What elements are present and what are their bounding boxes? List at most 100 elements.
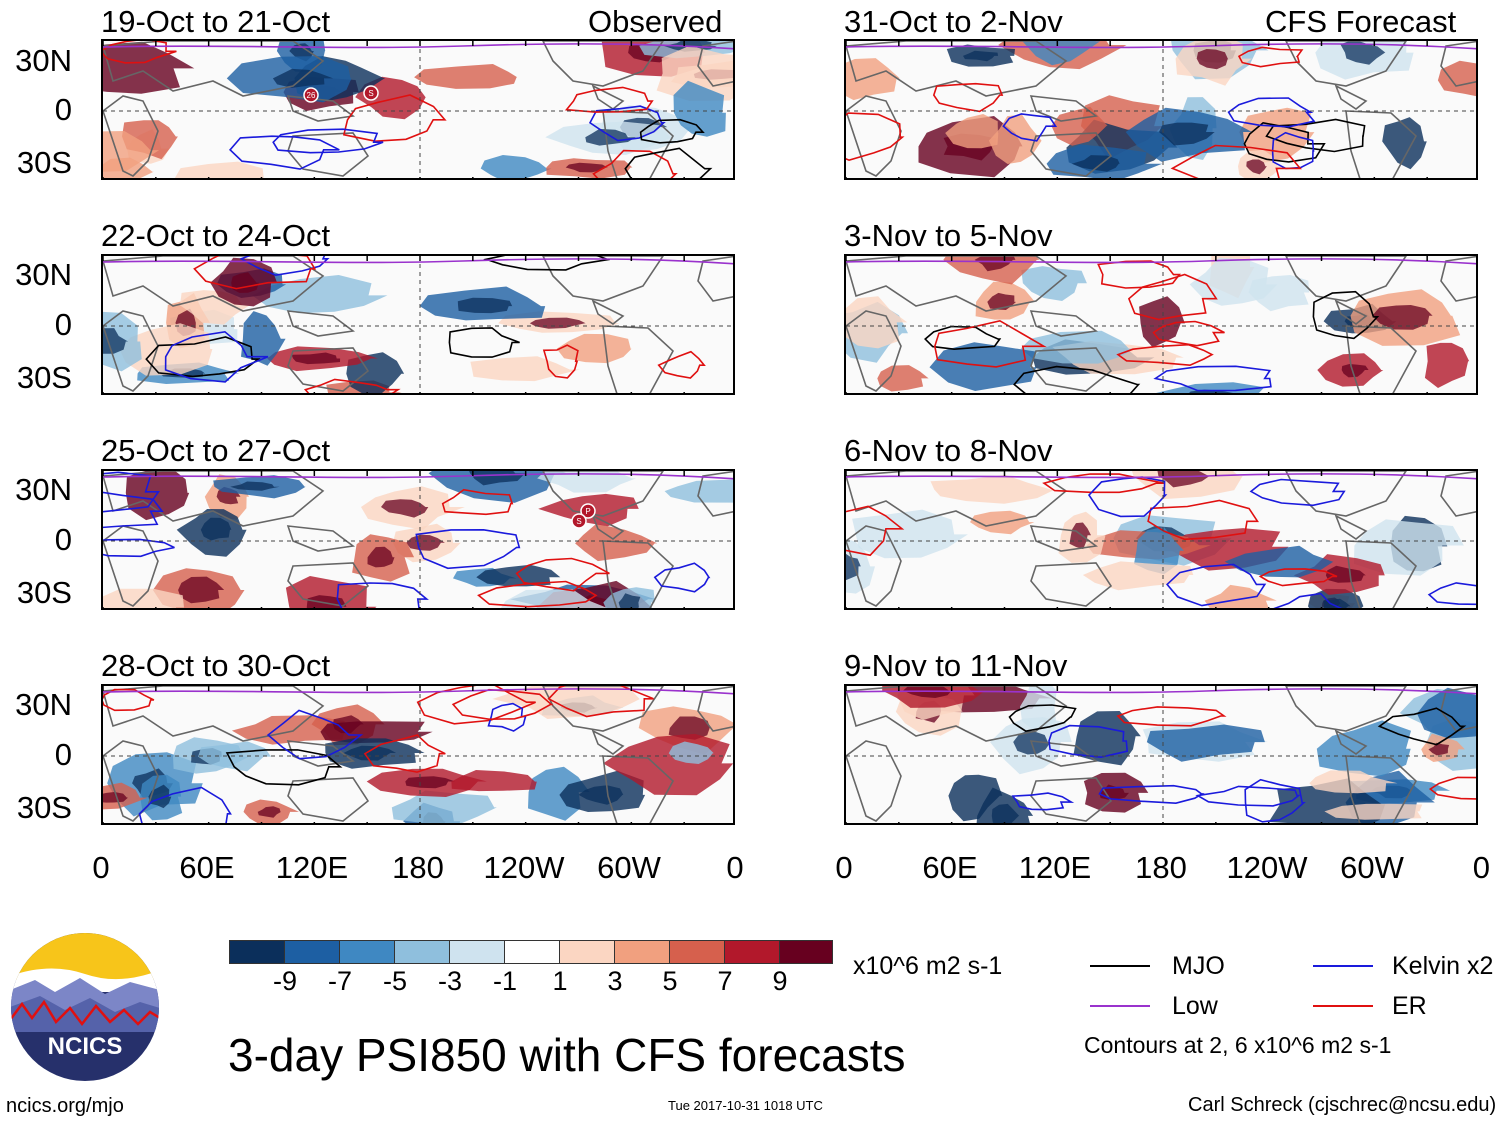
coastline bbox=[1029, 310, 1099, 337]
contour-line bbox=[1147, 499, 1259, 541]
contour-line bbox=[103, 688, 155, 712]
contour-line bbox=[342, 94, 447, 143]
coastline bbox=[287, 347, 370, 392]
timestamp: Tue 2017-10-31 1018 UTC bbox=[668, 1098, 823, 1113]
map-panel: 26 S bbox=[101, 39, 735, 180]
anomaly-shading bbox=[988, 114, 1042, 164]
coastline bbox=[286, 310, 356, 337]
website-link[interactable]: ncics.org/mjo bbox=[6, 1095, 124, 1117]
coastline bbox=[542, 686, 664, 732]
contour-line bbox=[1227, 97, 1316, 128]
anomaly-core bbox=[381, 499, 429, 518]
contour-line bbox=[1152, 320, 1225, 347]
contour-line bbox=[1427, 582, 1476, 606]
low-contour bbox=[103, 258, 733, 265]
coastline bbox=[287, 777, 370, 822]
contour-line bbox=[363, 734, 446, 773]
contour-line bbox=[451, 688, 554, 721]
anomaly-shading bbox=[945, 114, 999, 149]
coastline bbox=[1285, 256, 1407, 302]
logo-text: NCICS bbox=[48, 1033, 123, 1060]
contour-line bbox=[1258, 568, 1338, 587]
contour-line bbox=[448, 327, 520, 358]
xlabel-0: 0 bbox=[726, 850, 744, 885]
coastline bbox=[1285, 686, 1407, 732]
contour-line bbox=[932, 82, 1004, 113]
contour-line bbox=[103, 41, 177, 64]
colorbar-label: -9 bbox=[272, 966, 297, 996]
low-contour bbox=[846, 688, 1476, 695]
coastline bbox=[1345, 755, 1418, 823]
low-contour bbox=[103, 473, 733, 480]
coastline bbox=[846, 471, 1068, 527]
anomaly-shading bbox=[1082, 561, 1194, 591]
coastline bbox=[1029, 525, 1099, 552]
coastline bbox=[697, 686, 733, 732]
contour-line bbox=[639, 118, 705, 144]
coastline bbox=[1030, 132, 1113, 177]
contour-line bbox=[1237, 46, 1304, 68]
coastline bbox=[1440, 471, 1476, 517]
contour-line bbox=[547, 686, 654, 718]
contour-line bbox=[542, 344, 579, 379]
coastline bbox=[103, 471, 325, 527]
contour-line bbox=[1042, 473, 1165, 494]
coastline bbox=[602, 755, 675, 823]
contour-line bbox=[441, 488, 514, 516]
contour-line bbox=[164, 330, 269, 383]
panel-title-fcst-4: 9-Nov to 11-Nov bbox=[844, 648, 1068, 683]
map-panel bbox=[844, 39, 1478, 180]
contour-line bbox=[1271, 131, 1315, 170]
map-panel bbox=[101, 684, 735, 825]
coastline bbox=[103, 41, 325, 97]
coastline bbox=[697, 41, 733, 87]
anomaly-shading bbox=[103, 157, 154, 178]
low-contour bbox=[846, 473, 1476, 480]
anomaly-core bbox=[457, 297, 513, 314]
coastline bbox=[1345, 325, 1418, 393]
contour-line bbox=[228, 135, 340, 170]
anomaly-shading bbox=[500, 589, 608, 608]
storm-label: 26 bbox=[307, 91, 316, 100]
contour-line bbox=[624, 147, 713, 178]
anomaly-core bbox=[1325, 565, 1366, 583]
coastline bbox=[1334, 729, 1368, 755]
colorbar-label: 7 bbox=[717, 966, 733, 996]
anomaly-shading bbox=[103, 588, 184, 608]
anomaly-shading bbox=[1382, 117, 1427, 170]
contour-line bbox=[1428, 776, 1476, 800]
legend-line-er bbox=[1313, 1005, 1373, 1007]
anomaly-core bbox=[1323, 598, 1351, 608]
low-contour bbox=[846, 258, 1476, 265]
contour-line bbox=[1002, 113, 1058, 142]
anomaly-core bbox=[618, 593, 641, 608]
contour-line bbox=[1116, 706, 1227, 727]
contour-line bbox=[1008, 704, 1077, 732]
coastline bbox=[1440, 41, 1476, 87]
storm-marker bbox=[303, 87, 319, 103]
contour-line bbox=[483, 256, 610, 271]
anomaly-core bbox=[405, 776, 456, 789]
anomaly-core bbox=[1159, 122, 1215, 146]
anomaly-shading bbox=[930, 474, 1055, 504]
anomaly-core bbox=[565, 162, 608, 173]
xlabel-120w: 120W bbox=[483, 850, 565, 885]
coastline bbox=[1334, 84, 1368, 110]
anomaly-shading bbox=[1134, 527, 1184, 575]
anomaly-core bbox=[406, 534, 445, 551]
colorbar-units: x10^6 m2 s-1 bbox=[853, 952, 1003, 980]
ylabel-0: 0 bbox=[54, 522, 72, 557]
anomaly-core bbox=[1157, 471, 1210, 488]
contour-line bbox=[653, 562, 711, 593]
anomaly-shading bbox=[451, 770, 537, 792]
coastline bbox=[103, 310, 159, 392]
anomaly-core bbox=[1069, 522, 1091, 550]
coastline bbox=[103, 95, 159, 177]
anomaly-core bbox=[1372, 305, 1433, 330]
colorbar-cell bbox=[339, 940, 396, 964]
anomaly-shading bbox=[480, 155, 552, 178]
ylabel-30s: 30S bbox=[16, 360, 72, 395]
xlabel-180: 180 bbox=[392, 850, 444, 885]
anomaly-core bbox=[291, 352, 341, 365]
anomaly-core bbox=[178, 576, 225, 604]
